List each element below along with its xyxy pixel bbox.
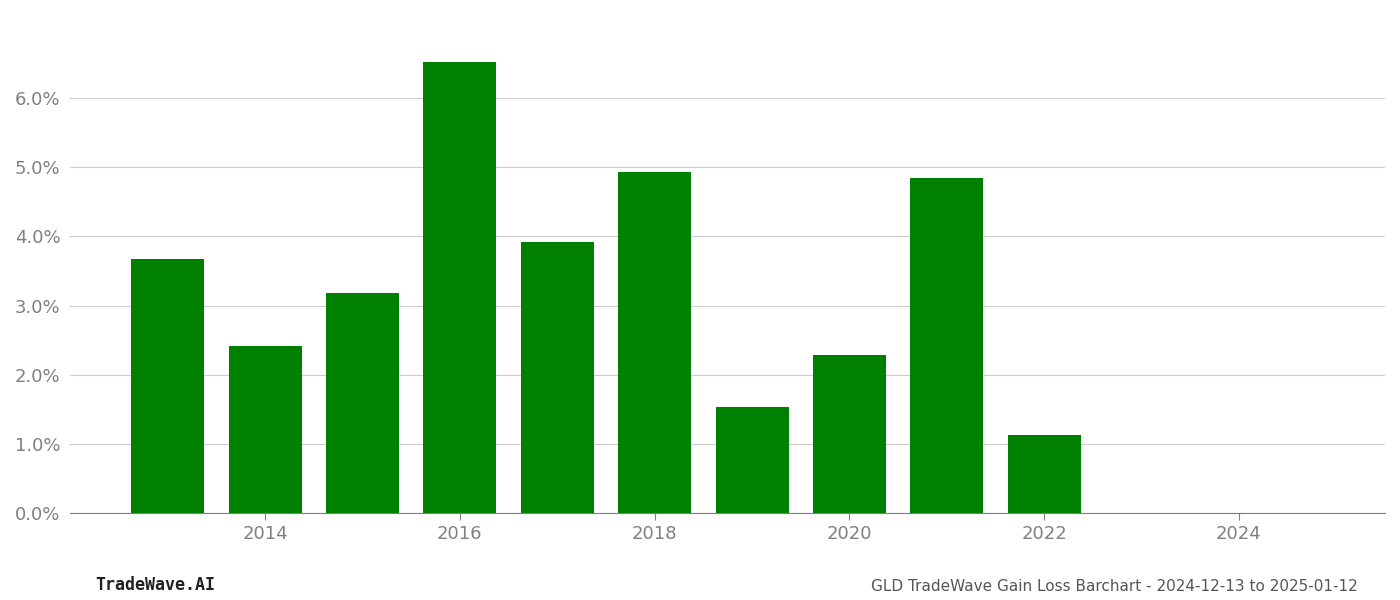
Bar	[326, 293, 399, 513]
Bar	[910, 178, 983, 513]
Bar	[228, 346, 301, 513]
Bar	[521, 242, 594, 513]
Bar	[132, 259, 204, 513]
Text: TradeWave.AI: TradeWave.AI	[95, 576, 216, 594]
Text: GLD TradeWave Gain Loss Barchart - 2024-12-13 to 2025-01-12: GLD TradeWave Gain Loss Barchart - 2024-…	[871, 579, 1358, 594]
Bar	[813, 355, 886, 513]
Bar	[715, 407, 788, 513]
Bar	[619, 172, 692, 513]
Bar	[1008, 435, 1081, 513]
Bar	[423, 62, 497, 513]
